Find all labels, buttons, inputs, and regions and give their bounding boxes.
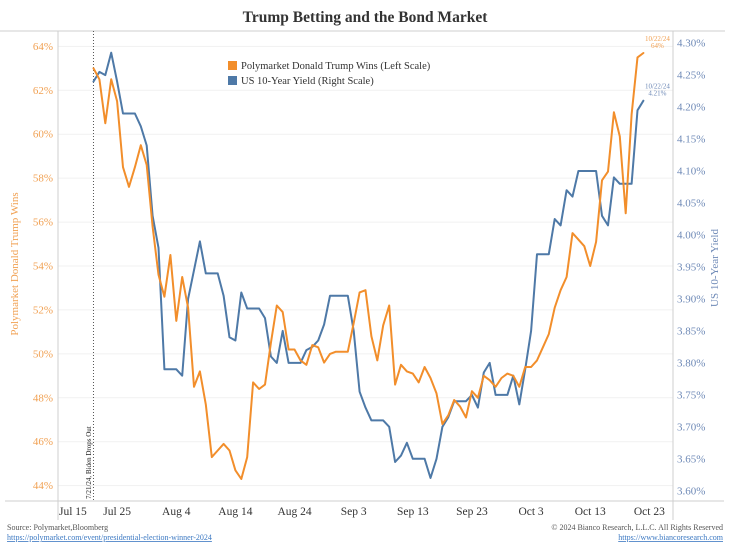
y-tick-label-right: 4.10% (677, 166, 705, 178)
x-tick-label: Sep 3 (341, 506, 367, 518)
y-axis-title-right: US 10-Year Yield (709, 229, 721, 307)
y-tick-label-right: 4.20% (677, 102, 705, 114)
y-tick-label-left: 50% (33, 348, 53, 360)
end-label-date-polymarket: 10/22/24 (645, 35, 670, 43)
y-tick-label-left: 54% (33, 261, 53, 273)
y-tick-label-right: 3.95% (677, 261, 705, 273)
x-tick-label: Sep 13 (397, 506, 429, 518)
y-tick-label-right: 4.25% (677, 70, 705, 82)
x-tick-label: Sep 23 (456, 506, 488, 518)
y-tick-label-right: 4.30% (677, 38, 705, 50)
series-line-polymarket-trump-wins (92, 52, 645, 480)
x-tick-label: Jul 15 (59, 506, 87, 518)
series-line-us-10-year-yield (92, 51, 645, 479)
website-link[interactable]: https://www.biancoresearch.com (618, 533, 724, 542)
legend-label-polymarket: Polymarket Donald Trump Wins (Left Scale… (241, 61, 431, 72)
y-tick-label-right: 3.90% (677, 293, 705, 305)
source-text: Source: Polymarket,Bloomberg (7, 523, 108, 532)
y-tick-label-right: 3.65% (677, 453, 705, 465)
y-tick-label-right: 3.70% (677, 421, 705, 433)
y-tick-label-left: 64% (33, 41, 53, 53)
x-tick-label: Oct 3 (518, 506, 543, 518)
biden-drops-out-label: 7/21/24, Biden Drops Out (85, 426, 93, 499)
end-label-value-yield: 4.21% (648, 90, 666, 98)
y-tick-label-right: 3.80% (677, 357, 705, 369)
x-tick-label: Jul 25 (103, 506, 131, 518)
end-label-date-yield: 10/22/24 (645, 83, 670, 91)
x-tick-label: Oct 13 (575, 506, 606, 518)
y-axis-title-left: Polymarket Donald Trump Wins (9, 192, 21, 335)
y-tick-label-right: 4.05% (677, 198, 705, 210)
x-tick-label: Aug 14 (218, 506, 252, 518)
legend: Polymarket Donald Trump Wins (Left Scale… (228, 61, 431, 87)
y-tick-label-left: 60% (33, 129, 53, 141)
tick-labels: 64% 62% 60% 58% 56% 54% 52% 50% 48% 46% 44% 4.30% 4.… (33, 38, 706, 518)
y-tick-label-right: 3.60% (677, 485, 705, 497)
y-tick-label-right: 4.00% (677, 229, 705, 241)
source-link[interactable]: https://polymarket.com/event/presidentia… (7, 533, 212, 542)
y-tick-label-right: 4.15% (677, 134, 705, 146)
end-label-value-polymarket: 64% (651, 42, 664, 50)
gridlines (58, 45, 673, 487)
y-tick-label-left: 46% (33, 436, 53, 448)
y-tick-label-left: 58% (33, 173, 53, 185)
y-tick-label-left: 62% (33, 85, 53, 97)
copyright-text: © 2024 Bianco Research, L.L.C. All Right… (551, 523, 723, 532)
chart-title: Trump Betting and the Bond Market (243, 9, 489, 26)
x-tick-label: Aug 4 (162, 506, 191, 518)
legend-swatch-yield (228, 76, 237, 85)
y-tick-label-left: 48% (33, 392, 53, 404)
y-tick-label-left: 56% (33, 217, 53, 229)
y-tick-label-right: 3.85% (677, 325, 705, 337)
x-tick-label: Oct 23 (634, 506, 665, 518)
y-tick-label-left: 52% (33, 304, 53, 316)
y-tick-label-right: 3.75% (677, 389, 705, 401)
legend-item-polymarket: Polymarket Donald Trump Wins (Left Scale… (228, 61, 431, 72)
x-tick-label: Aug 24 (277, 506, 311, 518)
legend-item-yield: US 10-Year Yield (Right Scale) (228, 76, 374, 87)
y-tick-label-left: 44% (33, 480, 53, 492)
legend-label-yield: US 10-Year Yield (Right Scale) (241, 76, 374, 87)
legend-swatch-polymarket (228, 61, 237, 70)
